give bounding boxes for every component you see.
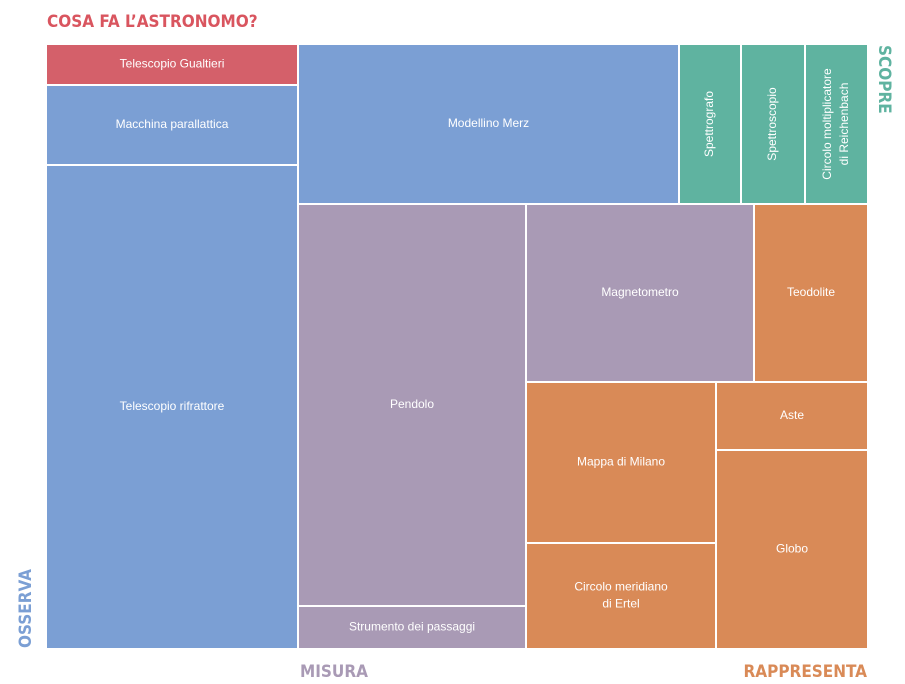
cell [297,43,680,205]
cell [525,381,717,544]
cell-label: Teodolite [787,285,835,299]
cell-label: Circolo meridiano di Ertel [574,580,668,611]
cell [715,449,869,650]
cell [740,43,806,205]
label-line: Aste [780,408,804,422]
label-line: Pendolo [390,397,434,411]
label-line: Mappa di Milano [577,455,665,469]
label-line: Globo [776,542,808,556]
cell-label: Spettrografo [702,91,716,157]
cell-label: Telescopio rifrattore [120,399,225,413]
label-line: Teodolite [787,285,835,299]
title: COSA FA L’ASTRONOMO? [47,12,258,32]
cell [45,164,299,650]
cell-label: Telescopio Gualtieri [120,57,225,71]
cell [45,84,299,166]
cell-label: Globo [776,542,808,556]
label-line: Telescopio rifrattore [120,399,225,413]
cell [753,203,869,383]
label-line: di Ertel [602,597,639,611]
cell-label: Aste [780,408,804,422]
cell [45,43,299,86]
cell [297,605,527,650]
label-line: Spettrografo [702,91,716,157]
label-line: Circolo moltiplicatore [820,68,834,180]
cell-label: Strumento dei passaggi [349,620,475,634]
group-label: OSSERVA [16,569,36,648]
label-line: di Reichenbach [837,83,851,166]
label-line: Spettroscopio [765,87,779,161]
cell [715,381,869,451]
cell [525,542,717,650]
cell-label: Pendolo [390,397,434,411]
cell [525,203,755,383]
label-line: Modellino Merz [448,116,529,130]
label-line: Magnetometro [601,285,679,299]
label-line: Strumento dei passaggi [349,620,475,634]
group-label: MISURA [300,662,368,682]
group-label: SCOPRE [874,45,894,114]
label-line: Circolo meridiano [574,580,668,594]
label-line: Telescopio Gualtieri [120,57,225,71]
cells: Telescopio Gualtieri Macchina parallattic… [45,43,869,650]
cell-label: Spettroscopio [765,87,779,161]
label-line: Macchina parallattica [116,117,229,131]
cell-label: Mappa di Milano [577,455,665,469]
cell-label: Magnetometro [601,285,679,299]
cell-label: Modellino Merz [448,116,529,130]
cell-label: Circolo moltiplicatore di Reichenbach [820,68,851,180]
cell-label: Macchina parallattica [116,117,229,131]
group-label: RAPPRESENTA [744,662,868,682]
